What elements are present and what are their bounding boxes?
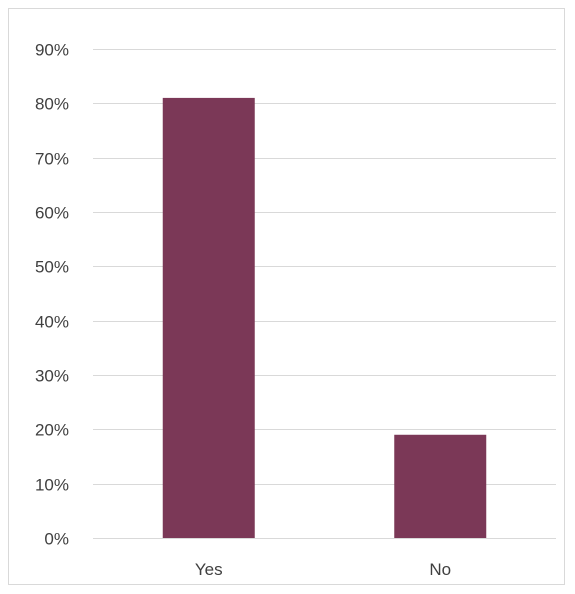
y-tick-label: 50% — [35, 258, 69, 277]
y-tick-label: 20% — [35, 421, 69, 440]
y-tick-label: 0% — [44, 530, 69, 549]
x-category-label: No — [429, 560, 451, 579]
y-tick-label: 40% — [35, 313, 69, 332]
y-tick-label: 30% — [35, 367, 69, 386]
y-tick-label: 80% — [35, 95, 69, 114]
y-tick-label: 10% — [35, 476, 69, 495]
bars — [162, 97, 487, 539]
gridlines — [93, 49, 556, 539]
x-category-label: Yes — [195, 560, 223, 579]
bar-yes — [162, 97, 255, 539]
bar-no — [394, 434, 487, 538]
x-axis-category-labels: Yes No — [195, 560, 451, 579]
y-axis-tick-labels: 0% 10% 20% 30% 40% 50% 60% 70% 80% 90% — [35, 41, 69, 549]
y-tick-label: 70% — [35, 150, 69, 169]
y-tick-label: 90% — [35, 41, 69, 60]
y-tick-label: 60% — [35, 204, 69, 223]
